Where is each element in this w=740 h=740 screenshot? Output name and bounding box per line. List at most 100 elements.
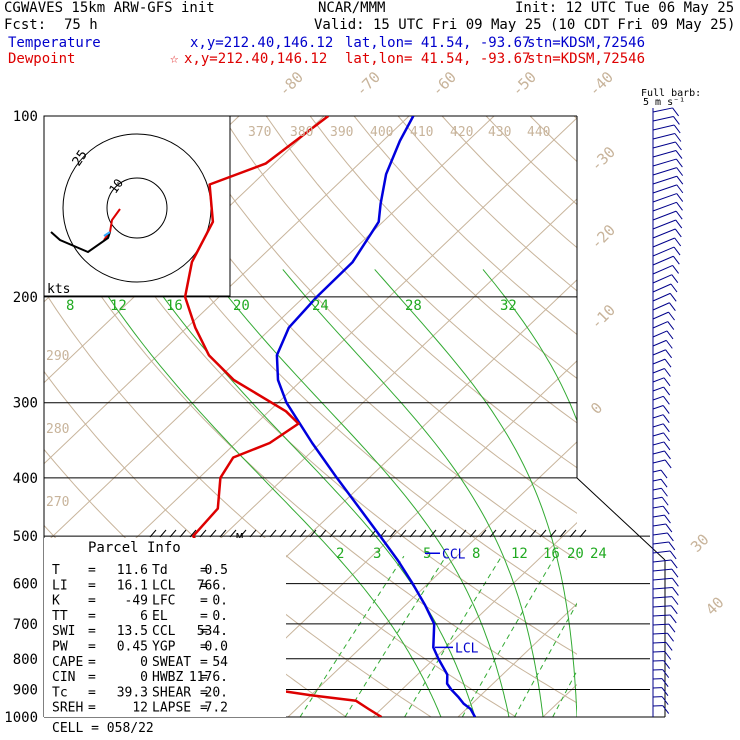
wind-barb-flag — [668, 302, 676, 312]
wind-barb — [652, 237, 675, 248]
wind-barb — [652, 264, 673, 275]
wind-barb — [652, 405, 664, 410]
parcel-value: 20. — [205, 685, 228, 700]
parcel-equals: = — [88, 578, 96, 593]
hatch-mark — [509, 529, 517, 538]
wind-barb — [652, 107, 673, 113]
wind-key-title: Full barb: — [641, 88, 701, 99]
hatch-mark — [469, 529, 477, 538]
hatch-mark — [459, 529, 467, 538]
wind-barb — [652, 459, 666, 464]
hatch-mark — [529, 529, 537, 538]
wind-barb-flag — [675, 210, 683, 220]
wind-barb — [652, 514, 665, 518]
hatch-mark — [359, 529, 367, 538]
hatch-mark — [229, 529, 237, 538]
dewpoint-legend-latlon: lat,lon= 41.54, -93.67 — [345, 51, 531, 67]
isotherm-line — [542, 683, 577, 717]
wind-barb-flag — [662, 669, 670, 678]
wind-barb — [652, 550, 671, 554]
isotherm-label: -80 — [275, 68, 307, 100]
pressure-tick-label: 200 — [13, 290, 38, 306]
hatch-mark — [239, 529, 247, 538]
parcel-key: EL — [152, 609, 168, 624]
moist-adiabat-line — [598, 269, 655, 717]
parcel-key: SWEAT — [152, 655, 191, 670]
wind-barb-flag — [665, 340, 673, 349]
hatch-mark — [339, 529, 347, 538]
isotherm-line — [287, 441, 577, 717]
wind-barb — [652, 651, 665, 653]
isotherm-line — [202, 360, 577, 717]
wind-barb-flag — [662, 423, 670, 433]
wind-barb — [652, 184, 677, 194]
mixing-ratio-label: 16 — [543, 546, 560, 562]
wind-barb-flag — [675, 219, 683, 229]
parcel-equals: = — [200, 655, 208, 670]
wind-barb-flag — [670, 559, 678, 569]
hodograph-trace-mid — [103, 231, 111, 237]
wind-barb-flag — [667, 321, 675, 330]
mixing-ratio-label: 20 — [567, 546, 584, 562]
hatch-mark — [499, 529, 507, 538]
parcel-equals: = — [88, 701, 96, 716]
parcel-key: SREH — [52, 701, 83, 716]
parcel-key: LI — [52, 578, 68, 593]
hatch-mark — [429, 529, 437, 538]
hodograph-trace-high — [50, 231, 111, 254]
isotherm-line — [44, 116, 410, 465]
theta-label: 270 — [46, 495, 69, 510]
parcel-value: 1176. — [189, 670, 228, 685]
hatch-mark — [349, 529, 357, 538]
wind-barb — [652, 255, 674, 266]
wind-barb-flag — [662, 414, 670, 423]
wind-barb-flag — [669, 550, 677, 560]
parcel-value: 0 — [140, 655, 148, 670]
wind-barb — [652, 632, 668, 635]
dry-adiabat-line — [45, 116, 577, 655]
pressure-tick-label: 300 — [13, 396, 38, 412]
hatch-mark — [559, 529, 567, 538]
parcel-key: CAPE — [52, 655, 83, 670]
init-time: Init: 12 UTC Tue 06 May 25 — [515, 0, 735, 16]
dewpoint-legend-name: Dewpoint — [8, 51, 76, 67]
wind-barb — [652, 302, 670, 311]
wind-barb — [652, 201, 677, 212]
isotherm-label: 40 — [702, 593, 728, 619]
wind-barb — [652, 150, 677, 158]
parcel-equals: = — [88, 609, 96, 624]
wind-barb — [652, 124, 675, 131]
theta-label: 380 — [290, 125, 313, 140]
wind-barb-flag — [661, 678, 669, 687]
dewpoint-legend-station: stn=KDSM,72546 — [527, 51, 646, 67]
wind-barb — [652, 414, 664, 419]
isotherm-line — [628, 116, 740, 717]
isotherm-label: -30 — [587, 143, 619, 175]
wind-barb-flag — [676, 193, 684, 202]
wind-barb — [652, 358, 666, 365]
wind-barb-flag — [665, 349, 673, 359]
parcel-value: 534. — [197, 624, 228, 639]
dry-adiabat-line — [485, 116, 577, 206]
parcel-equals: = — [200, 685, 208, 700]
hatch-mark — [449, 529, 457, 538]
hatch-mark — [579, 529, 587, 538]
wind-barb — [652, 193, 677, 203]
wind-barb — [652, 487, 662, 491]
moist-adiabat-line — [482, 269, 577, 423]
hatch-mark — [419, 529, 427, 538]
parcel-value: 7.2 — [205, 701, 228, 716]
wind-barb — [652, 321, 668, 329]
parcel-equals: = — [88, 624, 96, 639]
wind-barb — [652, 496, 663, 500]
wind-barb-flag — [671, 596, 679, 605]
pressure-tick-label: 400 — [13, 471, 38, 487]
wind-barb-flag — [671, 568, 679, 578]
dry-adiabat-line — [441, 116, 577, 249]
wind-barb — [652, 432, 664, 437]
parcel-value: 766. — [197, 578, 228, 593]
parcel-equals: = — [200, 670, 208, 685]
wind-barb-flag — [661, 487, 668, 497]
wind-barb — [652, 377, 665, 383]
mixing-ratio-label: 24 — [590, 546, 607, 562]
